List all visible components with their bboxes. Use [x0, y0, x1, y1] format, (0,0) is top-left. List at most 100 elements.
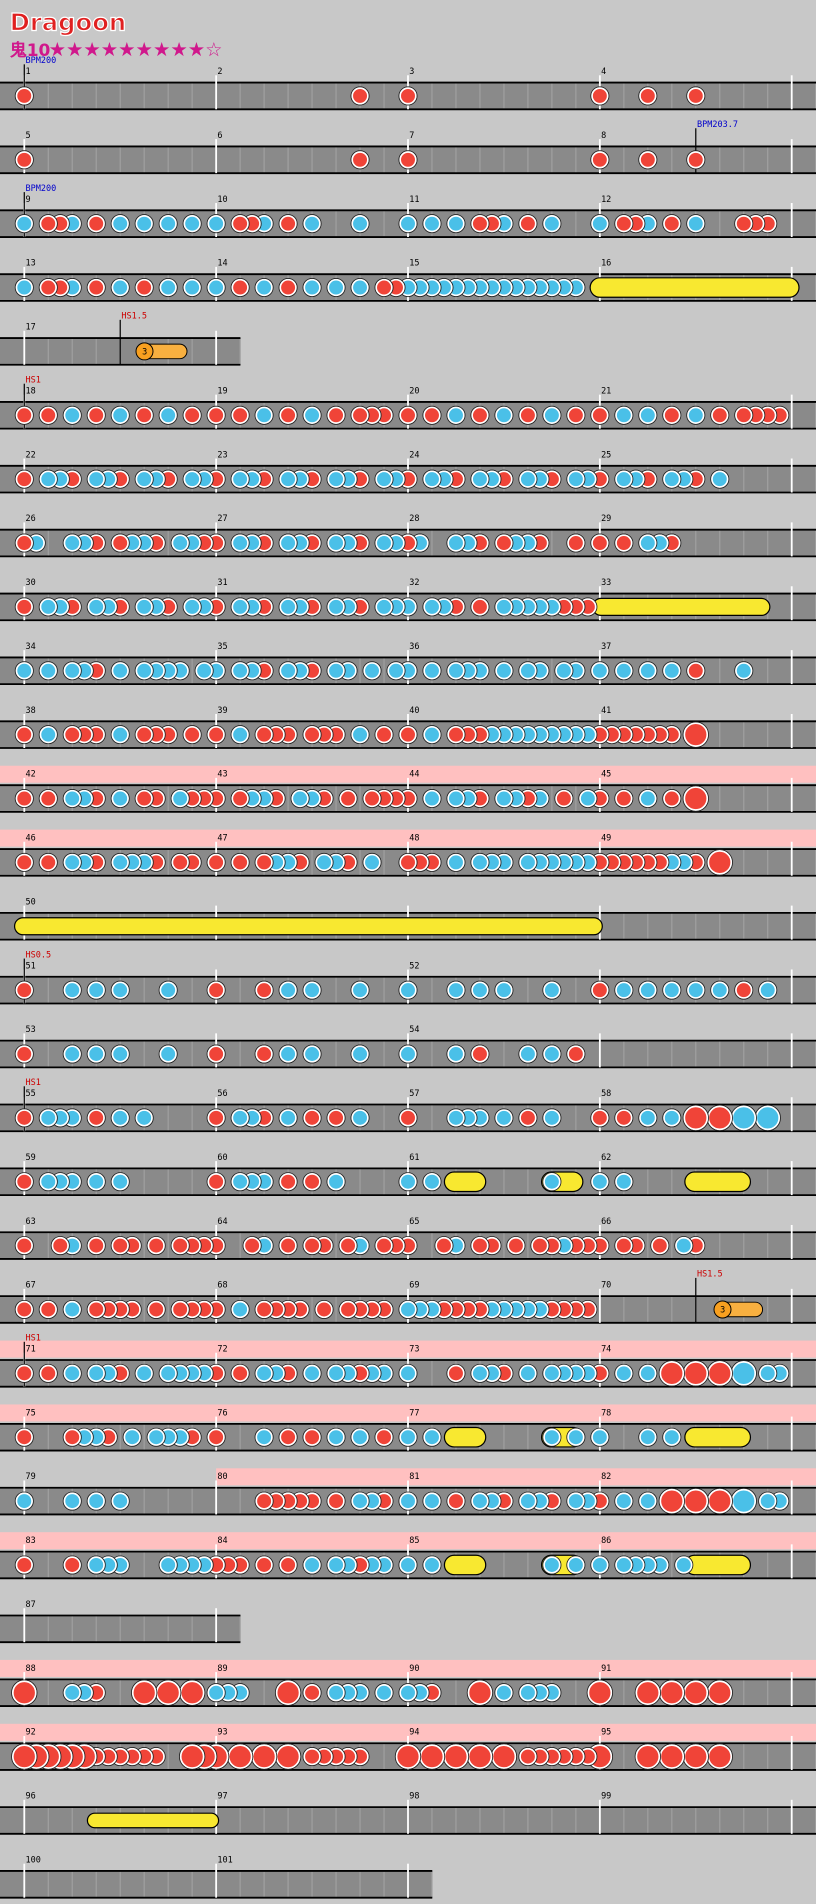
don-note — [15, 789, 34, 808]
drumroll — [443, 1426, 487, 1448]
ka-note — [63, 406, 82, 425]
measure-number: 23 — [217, 450, 227, 460]
note-outline — [542, 214, 562, 234]
note-outline — [38, 1299, 58, 1320]
note-outline — [278, 278, 298, 298]
ka-note — [447, 853, 465, 872]
note-outline — [470, 1236, 490, 1256]
drumroll — [684, 1554, 752, 1576]
note-outline — [446, 1363, 466, 1383]
don-note — [615, 1236, 633, 1255]
note-outline — [734, 980, 754, 1000]
note-outline — [110, 661, 130, 681]
note-outline — [422, 405, 442, 425]
drumroll — [443, 1171, 487, 1193]
ka-note — [710, 470, 729, 488]
ka-note — [543, 1428, 561, 1447]
note-outline — [110, 1236, 130, 1256]
ka-note — [87, 1045, 106, 1063]
note-outline — [590, 1108, 610, 1128]
measure-number: 19 — [217, 386, 227, 396]
don-note — [207, 1045, 225, 1063]
ka-note — [135, 214, 153, 233]
note-outline — [422, 1427, 442, 1447]
don-note — [303, 1747, 321, 1766]
ka-note — [639, 1364, 657, 1383]
don-note — [303, 1172, 321, 1191]
note-outline — [230, 725, 250, 745]
measure-number: 93 — [217, 1728, 227, 1738]
note-outline — [734, 405, 754, 425]
measure-number: 10 — [217, 195, 227, 205]
note-outline — [278, 1427, 298, 1447]
ka-note — [639, 981, 657, 999]
don-note — [39, 214, 58, 233]
balloon-count: 3 — [142, 347, 147, 357]
measure-number: 60 — [217, 1153, 227, 1163]
note-outline — [326, 1683, 346, 1703]
note-outline — [674, 1236, 694, 1256]
ka-note — [207, 278, 225, 297]
note-outline — [662, 980, 682, 1000]
measure-number: 33 — [601, 578, 611, 588]
event-label: HS1.5 — [697, 1270, 723, 1280]
don-note — [207, 1172, 225, 1191]
don-note — [734, 981, 753, 999]
ka-note — [111, 1172, 130, 1191]
don-note — [399, 725, 417, 744]
don-note — [399, 87, 417, 105]
note-outline — [314, 852, 334, 872]
ka-note — [375, 534, 393, 552]
note-outline — [662, 661, 682, 681]
note-outline — [518, 1683, 538, 1703]
ka-note — [423, 1428, 441, 1447]
note-outline — [14, 1363, 34, 1383]
note-outline — [362, 788, 382, 809]
don-note — [15, 87, 34, 105]
measure-number: 71 — [26, 1345, 36, 1355]
note-outline — [350, 405, 370, 425]
don-note — [591, 1109, 609, 1127]
measure-number: 92 — [26, 1728, 36, 1738]
note-outline — [182, 469, 202, 489]
event-label: BPM200 — [26, 184, 57, 194]
don-note — [662, 789, 681, 808]
note-outline — [398, 1108, 418, 1128]
note-outline — [254, 278, 274, 298]
note-outline — [178, 1743, 206, 1770]
note-outline — [350, 214, 370, 234]
note-outline — [254, 852, 274, 872]
note-outline — [182, 278, 202, 298]
don-note — [15, 1364, 34, 1383]
don-note — [615, 1109, 633, 1127]
ka-note — [327, 278, 345, 297]
measure-number: 48 — [409, 834, 419, 844]
note-outline — [254, 1491, 274, 1511]
note-outline — [614, 1363, 634, 1383]
note-outline — [446, 533, 466, 553]
ka-note — [351, 1492, 369, 1510]
stars: ★★★★★★★★★☆ — [49, 38, 223, 61]
ka-note — [135, 598, 153, 616]
measure-number: 74 — [601, 1345, 611, 1355]
note-outline — [110, 980, 130, 1000]
don-note — [87, 1109, 106, 1127]
ka-note — [399, 1428, 417, 1447]
ka-note — [159, 1364, 177, 1383]
note-outline — [518, 405, 538, 425]
note-outline — [122, 1427, 142, 1447]
note-outline — [518, 469, 538, 489]
note-outline — [686, 214, 706, 234]
note-outline — [278, 1044, 298, 1064]
ka-note — [495, 981, 513, 999]
note-outline — [590, 1172, 610, 1192]
ka-note — [375, 470, 393, 488]
ka-note — [39, 598, 58, 616]
ka-note — [423, 789, 441, 808]
measure-number: 54 — [409, 1025, 419, 1035]
measure-number: 84 — [217, 1536, 227, 1546]
note-outline — [422, 1172, 442, 1192]
don-note — [231, 406, 249, 425]
measure-number: 21 — [601, 386, 611, 396]
